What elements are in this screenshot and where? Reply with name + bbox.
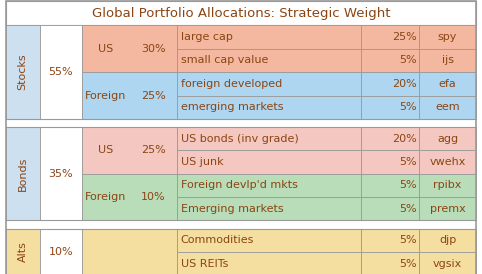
Text: Emerging markets: Emerging markets [181,204,283,214]
Bar [6,1,476,25]
Text: efa: efa [439,79,456,89]
Text: foreign developed: foreign developed [181,79,282,89]
Text: Foreign devlp'd mkts: Foreign devlp'd mkts [181,181,297,190]
Text: 10%: 10% [49,247,73,257]
Bar [177,127,362,150]
Text: US bonds (inv grade): US bonds (inv grade) [181,134,298,144]
Text: ijs: ijs [442,56,454,65]
Text: vwehx: vwehx [429,157,466,167]
Text: 5%: 5% [399,259,416,269]
Text: 10%: 10% [141,192,165,202]
Bar [362,72,419,96]
Bar [362,252,419,274]
Bar [177,25,362,49]
Bar [177,72,362,96]
Bar [177,252,362,274]
Text: Bonds: Bonds [18,156,28,191]
Text: 20%: 20% [392,79,416,89]
Text: Foreign: Foreign [85,192,126,202]
Bar [419,72,476,96]
Bar [82,72,177,119]
Text: 5%: 5% [399,56,416,65]
Text: Stocks: Stocks [18,54,28,90]
Bar [6,127,40,221]
Text: agg: agg [437,134,458,144]
Bar [419,197,476,221]
Text: Foreign: Foreign [85,90,126,101]
Text: 30%: 30% [141,44,165,54]
Bar [82,25,177,72]
Bar [177,197,362,221]
Bar [6,221,476,229]
Bar [177,174,362,197]
Bar [6,229,40,274]
Bar [82,229,177,274]
Bar [40,127,82,221]
Bar [419,150,476,174]
Text: Alts: Alts [18,242,28,262]
Text: US junk: US junk [181,157,223,167]
Bar [419,252,476,274]
Text: Commodities: Commodities [181,235,254,245]
Text: emerging markets: emerging markets [181,102,283,112]
Text: 20%: 20% [392,134,416,144]
Text: US: US [98,145,113,155]
Text: 5%: 5% [399,204,416,214]
Text: spy: spy [438,32,457,42]
Text: premx: premx [429,204,466,214]
Bar [362,150,419,174]
Text: 5%: 5% [399,157,416,167]
Text: US: US [98,44,113,54]
Bar [40,25,82,119]
Bar [419,229,476,252]
Bar [177,229,362,252]
Text: 25%: 25% [141,90,166,101]
Text: 25%: 25% [141,145,166,155]
Text: US REITs: US REITs [181,259,228,269]
Bar [362,49,419,72]
Text: eem: eem [435,102,460,112]
Bar [40,229,82,274]
Text: large cap: large cap [181,32,233,42]
Text: 25%: 25% [392,32,416,42]
Bar [177,150,362,174]
Bar [419,96,476,119]
Text: vgsix: vgsix [433,259,462,269]
Bar [82,174,177,221]
Bar [6,119,476,127]
Bar [419,49,476,72]
Text: 5%: 5% [399,102,416,112]
Bar [82,127,177,174]
Bar [362,229,419,252]
Text: Global Portfolio Allocations: Strategic Weight: Global Portfolio Allocations: Strategic … [92,7,390,20]
Text: 5%: 5% [399,235,416,245]
Bar [177,49,362,72]
Bar [419,25,476,49]
Bar [362,96,419,119]
Bar [362,25,419,49]
Bar [362,197,419,221]
Text: djp: djp [439,235,456,245]
Bar [177,96,362,119]
Bar [6,25,40,119]
Bar [419,174,476,197]
Text: small cap value: small cap value [181,56,268,65]
Text: 5%: 5% [399,181,416,190]
Text: rpibx: rpibx [433,181,462,190]
Text: 35%: 35% [49,169,73,179]
Bar [362,127,419,150]
Text: 55%: 55% [49,67,73,77]
Bar [362,174,419,197]
Bar [419,127,476,150]
